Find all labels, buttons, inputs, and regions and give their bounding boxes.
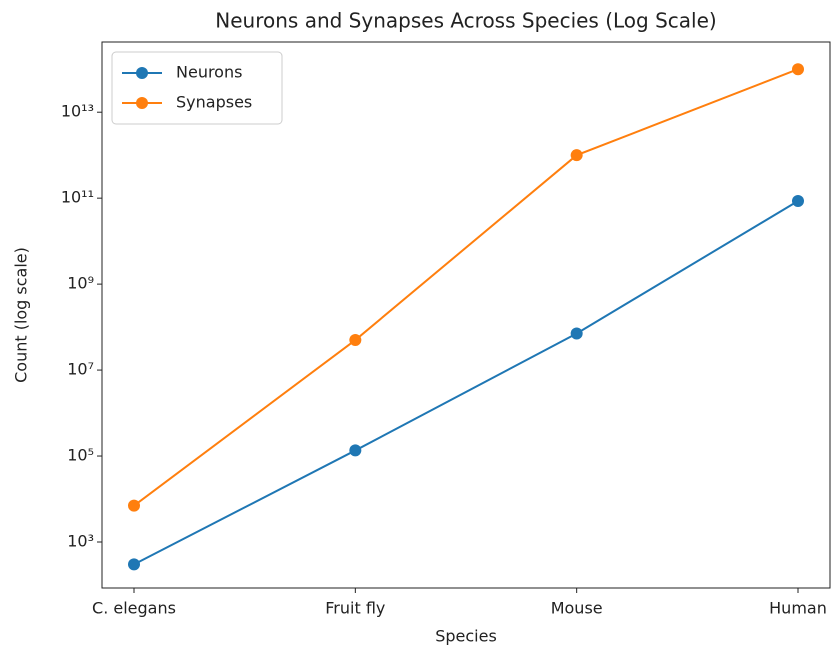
data-point <box>349 444 362 457</box>
y-tick-label: 10⁷ <box>67 360 94 379</box>
y-tick-label: 10⁹ <box>67 274 94 293</box>
y-axis-label: Count (log scale) <box>12 247 31 383</box>
x-tick-label: Human <box>769 599 827 618</box>
data-point <box>792 194 804 207</box>
x-tick-label: C. elegans <box>92 599 176 618</box>
x-tick-label: Fruit fly <box>325 599 385 618</box>
legend-label: Neurons <box>176 63 242 82</box>
data-point <box>128 558 140 571</box>
data-point <box>792 63 804 76</box>
data-point <box>128 499 140 512</box>
chart-title: Neurons and Synapses Across Species (Log… <box>215 9 716 33</box>
legend-box <box>111 51 283 125</box>
x-tick-label: Mouse <box>551 599 603 618</box>
legend-marker <box>136 67 148 79</box>
y-tick-label: 10¹¹ <box>61 188 94 207</box>
plot-frame <box>101 41 831 589</box>
series-line <box>133 68 799 507</box>
legend-marker <box>136 97 148 109</box>
data-point <box>570 149 583 162</box>
y-tick-label: 10⁵ <box>67 446 94 465</box>
y-tick-label: 10³ <box>67 531 94 550</box>
data-point <box>349 334 362 347</box>
y-tick-label: 10¹³ <box>61 102 94 121</box>
x-axis-label: Species <box>435 627 497 646</box>
series-line <box>133 200 799 566</box>
legend-label: Synapses <box>176 93 252 112</box>
data-point <box>570 327 583 340</box>
